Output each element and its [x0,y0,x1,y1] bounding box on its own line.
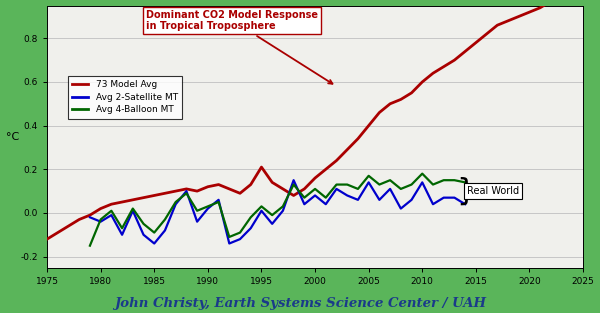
Legend: 73 Model Avg, Avg 2-Satellite MT, Avg 4-Balloon MT: 73 Model Avg, Avg 2-Satellite MT, Avg 4-… [68,75,182,119]
Text: }: } [457,177,476,206]
Y-axis label: °C: °C [5,131,19,141]
Text: Dominant CO2 Model Response
in Tropical Troposphere: Dominant CO2 Model Response in Tropical … [146,9,332,84]
Text: John Christy, Earth Systems Science Center / UAH: John Christy, Earth Systems Science Cent… [114,297,486,310]
Text: Real World: Real World [467,186,520,196]
